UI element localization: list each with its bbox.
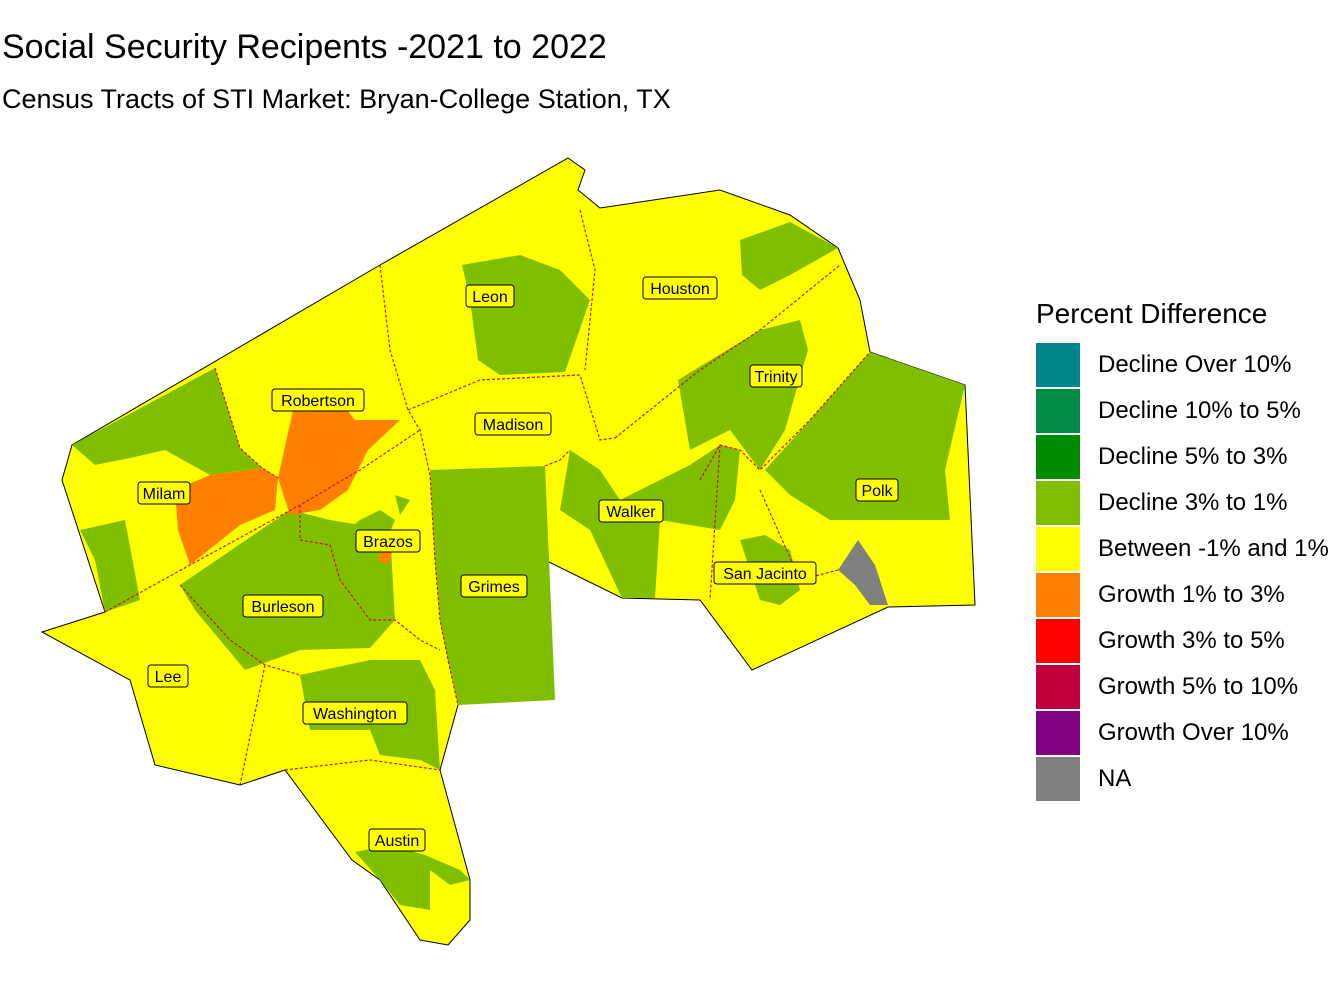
svg-text:Lee: Lee — [155, 669, 182, 686]
choropleth-map: Leon Houston Trinity Robertson Madison P… — [40, 157, 976, 946]
svg-text:Walker: Walker — [606, 504, 656, 521]
legend-label: Growth 5% to 10% — [1098, 673, 1299, 700]
county-label-grimes: Grimes — [460, 574, 528, 598]
legend-label: Decline Over 10% — [1098, 351, 1292, 378]
legend-item: NA — [1036, 756, 1329, 802]
legend-swatch — [1036, 343, 1080, 387]
legend-item: Decline 5% to 3% — [1036, 434, 1329, 480]
county-label-brazos: Brazos — [355, 529, 421, 553]
county-label-san-jacinto: San Jacinto — [713, 561, 817, 585]
legend-label: Growth 3% to 5% — [1098, 627, 1285, 654]
legend-swatch — [1036, 573, 1080, 617]
county-label-houston: Houston — [642, 276, 718, 300]
svg-text:San Jacinto: San Jacinto — [723, 566, 807, 583]
county-boundaries — [104, 209, 871, 786]
svg-text:Leon: Leon — [472, 289, 508, 306]
legend-item: Decline 10% to 5% — [1036, 388, 1329, 434]
svg-text:Brazos: Brazos — [363, 534, 413, 551]
county-label-lee: Lee — [147, 664, 189, 688]
svg-text:Robertson: Robertson — [281, 393, 355, 410]
county-label-leon: Leon — [465, 284, 515, 308]
legend-swatch — [1036, 711, 1080, 755]
county-label-austin: Austin — [368, 828, 426, 852]
legend-label: Growth 1% to 3% — [1098, 581, 1285, 608]
svg-text:Grimes: Grimes — [468, 579, 520, 596]
legend-swatch — [1036, 665, 1080, 709]
legend-item: Between -1% and 1% — [1036, 526, 1329, 572]
legend-item: Growth Over 10% — [1036, 710, 1329, 756]
svg-text:Burleson: Burleson — [251, 599, 314, 616]
legend-item: Decline Over 10% — [1036, 342, 1329, 388]
county-label-robertson: Robertson — [271, 388, 365, 412]
county-label-trinity: Trinity — [749, 364, 803, 388]
na-tract — [838, 540, 888, 605]
legend-label: Decline 3% to 1% — [1098, 489, 1288, 516]
legend-item: Growth 3% to 5% — [1036, 618, 1329, 664]
svg-text:Trinity: Trinity — [755, 369, 798, 386]
legend-item: Growth 5% to 10% — [1036, 664, 1329, 710]
legend-item: Decline 3% to 1% — [1036, 480, 1329, 526]
legend-label: Between -1% and 1% — [1098, 535, 1329, 562]
svg-text:Houston: Houston — [650, 281, 710, 298]
svg-text:Milam: Milam — [143, 486, 186, 503]
legend-swatch — [1036, 757, 1080, 801]
map-title: Social Security Recipents -2021 to 2022 — [2, 28, 607, 66]
legend-label: Decline 10% to 5% — [1098, 397, 1301, 424]
legend-label: Decline 5% to 3% — [1098, 443, 1288, 470]
legend: Percent Difference Decline Over 10% Decl… — [1036, 298, 1329, 802]
county-label-polk: Polk — [855, 478, 899, 502]
county-label-washington: Washington — [302, 701, 408, 725]
svg-text:Polk: Polk — [861, 483, 893, 500]
legend-title: Percent Difference — [1036, 298, 1268, 329]
county-label-madison: Madison — [474, 412, 552, 436]
county-label-milam: Milam — [137, 481, 191, 505]
legend-swatch — [1036, 389, 1080, 433]
legend-label: Growth Over 10% — [1098, 719, 1289, 746]
map-subtitle: Census Tracts of STI Market: Bryan-Colle… — [2, 84, 671, 114]
svg-text:Madison: Madison — [483, 417, 543, 434]
legend-item: Growth 1% to 3% — [1036, 572, 1329, 618]
county-label-walker: Walker — [598, 499, 664, 523]
legend-label: NA — [1098, 765, 1132, 792]
svg-text:Austin: Austin — [375, 833, 419, 850]
legend-swatch — [1036, 481, 1080, 525]
legend-swatch — [1036, 435, 1080, 479]
legend-swatch — [1036, 619, 1080, 663]
legend-swatch — [1036, 527, 1080, 571]
county-label-burleson: Burleson — [242, 594, 324, 618]
svg-text:Washington: Washington — [313, 706, 397, 723]
